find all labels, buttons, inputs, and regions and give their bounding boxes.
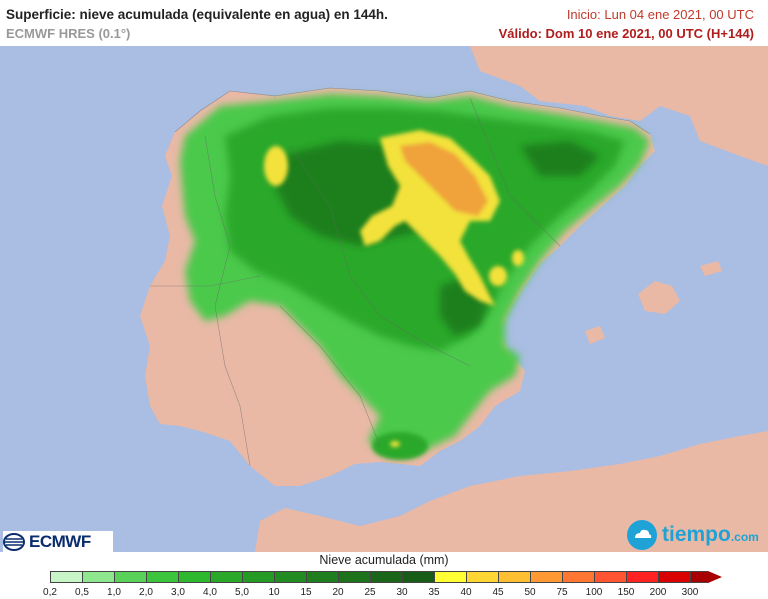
- legend-tick-label: 200: [649, 587, 667, 598]
- snow-map: [0, 46, 768, 552]
- legend-tick-label: 30: [396, 587, 408, 598]
- legend-cell: [370, 571, 402, 583]
- legend-tick-label: 75: [556, 587, 568, 598]
- legend-tick-label: 150: [617, 587, 635, 598]
- header: Superficie: nieve acumulada (equivalente…: [0, 0, 768, 46]
- ecmwf-globe-icon: [3, 533, 25, 551]
- legend-tick-label: 5,0: [235, 587, 249, 598]
- legend-tick-label: 25: [364, 587, 376, 598]
- snow-peak-teruel: [489, 266, 507, 286]
- legend-cell: [146, 571, 178, 583]
- legend-cell: [178, 571, 210, 583]
- legend-cell: [306, 571, 338, 583]
- legend-tick-label: 100: [585, 587, 603, 598]
- legend-cell: [274, 571, 306, 583]
- legend-cell: [690, 571, 708, 583]
- legend-tick-label: 40: [460, 587, 472, 598]
- legend-tick-label: 3,0: [171, 587, 185, 598]
- legend-cell: [530, 571, 562, 583]
- legend-tick-label: 50: [524, 587, 536, 598]
- legend-cell: [210, 571, 242, 583]
- legend-cell: [114, 571, 146, 583]
- ecmwf-logo: ECMWF: [3, 531, 113, 553]
- legend-tick-label: 0,2: [43, 587, 57, 598]
- legend-cell: [658, 571, 690, 583]
- model-subtitle: ECMWF HRES (0.1°): [6, 26, 131, 41]
- legend-tick-label: 45: [492, 587, 504, 598]
- legend-labels: 0,2 0,5 1,0 2,0 3,0 4,0 5,0 10 15 20 25 30 35 40 45 50 7…: [0, 587, 768, 599]
- legend-cell: [626, 571, 658, 583]
- legend-cell: [242, 571, 274, 583]
- legend-tick-label: 10: [268, 587, 280, 598]
- legend-cell: [402, 571, 434, 583]
- legend-cell: [498, 571, 530, 583]
- legend-arrow: [708, 571, 722, 583]
- legend-cell: [82, 571, 114, 583]
- legend-tick-label: 4,0: [203, 587, 217, 598]
- legend-tick-label: 20: [332, 587, 344, 598]
- tiempo-logo: tiempo.com: [626, 517, 764, 553]
- valid-time: Válido: Dom 10 ene 2021, 00 UTC (H+144): [498, 26, 754, 41]
- legend-cell: [338, 571, 370, 583]
- legend-cell: [50, 571, 82, 583]
- snow-peak-cantabria: [264, 146, 288, 186]
- land-menorca: [700, 261, 722, 276]
- legend-tick-label: 1,0: [107, 587, 121, 598]
- legend-tick-label: 300: [681, 587, 699, 598]
- ecmwf-logo-text: ECMWF: [29, 532, 91, 551]
- legend-cell: [434, 571, 466, 583]
- legend-tick-label: 35: [428, 587, 440, 598]
- init-time: Inicio: Lun 04 ene 2021, 00 UTC: [566, 7, 754, 22]
- land-italy: [720, 46, 768, 106]
- legend-cell: [562, 571, 594, 583]
- land-ibiza: [585, 326, 605, 344]
- legend: Nieve acumulada (mm) 0,2 0,5 1,0 2,0 3,0 4,0 5…: [0, 552, 768, 599]
- cloud-icon: [627, 520, 657, 550]
- tiempo-logo-text: tiempo.com: [662, 523, 759, 546]
- map-title: Superficie: nieve acumulada (equivalente…: [6, 7, 388, 22]
- legend-tick-label: 15: [300, 587, 312, 598]
- land-mallorca: [638, 281, 680, 314]
- legend-cell: [594, 571, 626, 583]
- legend-title: Nieve acumulada (mm): [319, 553, 449, 567]
- legend-cell: [466, 571, 498, 583]
- legend-color-bar: [50, 571, 722, 583]
- legend-tick-label: 2,0: [139, 587, 153, 598]
- legend-tick-label: 0,5: [75, 587, 89, 598]
- land-france: [470, 46, 768, 166]
